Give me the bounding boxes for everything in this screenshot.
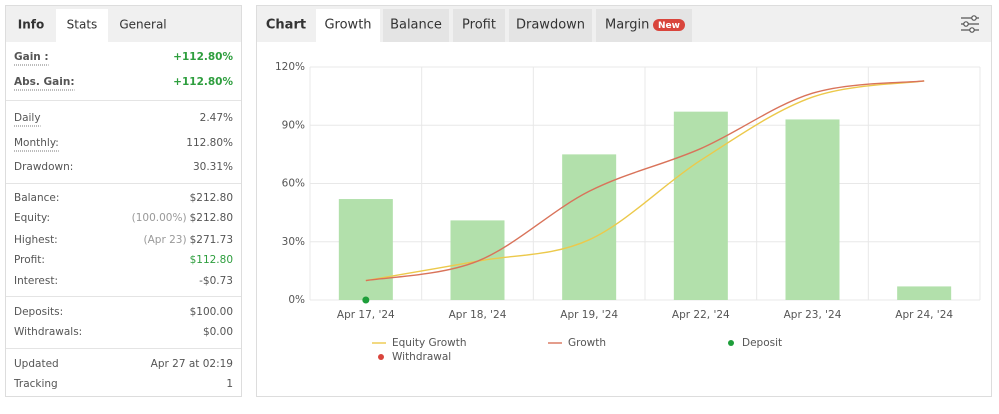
bar bbox=[562, 154, 617, 300]
tab[interactable]: Growth bbox=[324, 18, 371, 33]
y-tick-label: 120% bbox=[275, 61, 305, 73]
tab[interactable]: Balance bbox=[390, 18, 442, 33]
stats-tab-bar bbox=[6, 6, 241, 42]
y-tick-label: 30% bbox=[282, 236, 305, 248]
stat-value: Apr 27 at 02:19 bbox=[151, 358, 233, 370]
x-tick-label: Apr 19, '24 bbox=[560, 309, 618, 321]
stat-label: Updated bbox=[14, 358, 59, 370]
stat-label: Monthly: bbox=[14, 137, 59, 149]
x-tick-label: Apr 23, '24 bbox=[784, 309, 842, 321]
badge: New bbox=[658, 21, 680, 31]
bar bbox=[785, 119, 840, 300]
stat-value: +112.80% bbox=[173, 51, 233, 63]
stat-value: $0.00 bbox=[203, 326, 233, 338]
stat-label: Deposits: bbox=[14, 306, 63, 318]
stat-label: Drawdown: bbox=[14, 161, 73, 173]
stat-label: Balance: bbox=[14, 192, 59, 204]
tab[interactable]: General bbox=[119, 18, 166, 32]
tab[interactable]: Margin bbox=[605, 18, 649, 33]
stat-value: 30.31% bbox=[193, 161, 233, 173]
bar bbox=[338, 199, 393, 300]
stat-value: $112.80 bbox=[190, 254, 233, 266]
tab[interactable]: Profit bbox=[462, 18, 496, 33]
stat-value: $271.73 bbox=[190, 234, 233, 246]
stat-value: -$0.73 bbox=[199, 275, 233, 287]
tab-active-bg bbox=[316, 9, 380, 42]
legend-label[interactable]: Equity Growth bbox=[392, 337, 467, 349]
stat-label: Withdrawals: bbox=[14, 326, 82, 338]
stat-value: +112.80% bbox=[173, 76, 233, 88]
badge-bg bbox=[653, 19, 685, 31]
y-tick-label: 60% bbox=[282, 178, 305, 190]
legend-swatch bbox=[378, 354, 384, 360]
legend-label[interactable]: Deposit bbox=[742, 337, 782, 349]
stat-value: 2.47% bbox=[200, 112, 233, 124]
x-tick-label: Apr 24, '24 bbox=[895, 309, 953, 321]
line-series bbox=[365, 80, 925, 282]
bar bbox=[673, 111, 728, 301]
tab[interactable]: Stats bbox=[67, 18, 98, 32]
tab-bg bbox=[453, 9, 505, 42]
y-tick-label: 0% bbox=[288, 294, 305, 306]
x-tick-label: Apr 17, '24 bbox=[337, 309, 395, 321]
bar bbox=[897, 286, 952, 300]
legend-label[interactable]: Growth bbox=[568, 337, 606, 349]
y-tick-label: 90% bbox=[282, 119, 305, 131]
tab-bg bbox=[509, 9, 592, 42]
stat-note: (Apr 23) bbox=[144, 234, 187, 246]
stat-value: 112.80% bbox=[186, 137, 233, 149]
legend-swatch bbox=[728, 340, 734, 346]
tab[interactable]: Drawdown bbox=[516, 18, 585, 33]
stats-panel bbox=[5, 5, 242, 397]
stat-label: Abs. Gain: bbox=[14, 76, 75, 88]
stat-label: Equity: bbox=[14, 212, 50, 224]
stat-label: Profit: bbox=[14, 254, 45, 266]
stat-value: $100.00 bbox=[190, 306, 233, 318]
tab-active-bg bbox=[56, 9, 108, 42]
stat-label: Daily bbox=[14, 112, 41, 124]
x-tick-label: Apr 22, '24 bbox=[672, 309, 730, 321]
line-series bbox=[365, 80, 925, 282]
marker bbox=[362, 296, 370, 304]
stat-label: Highest: bbox=[14, 234, 58, 246]
stat-label: Interest: bbox=[14, 275, 58, 287]
tab[interactable]: Info bbox=[18, 18, 44, 32]
stat-value: $212.80 bbox=[190, 212, 233, 224]
stat-label: Gain : bbox=[14, 51, 49, 63]
stat-label: Tracking bbox=[13, 378, 58, 390]
settings-icon[interactable] bbox=[961, 15, 979, 33]
bar bbox=[450, 220, 505, 300]
stat-value: 1 bbox=[226, 378, 233, 390]
stat-note: (100.00%) bbox=[132, 212, 187, 224]
stat-value: $212.80 bbox=[190, 192, 233, 204]
legend-label[interactable]: Withdrawal bbox=[392, 351, 451, 363]
tab-bg bbox=[383, 9, 449, 42]
tab[interactable]: Chart bbox=[266, 18, 306, 33]
x-tick-label: Apr 18, '24 bbox=[449, 309, 507, 321]
